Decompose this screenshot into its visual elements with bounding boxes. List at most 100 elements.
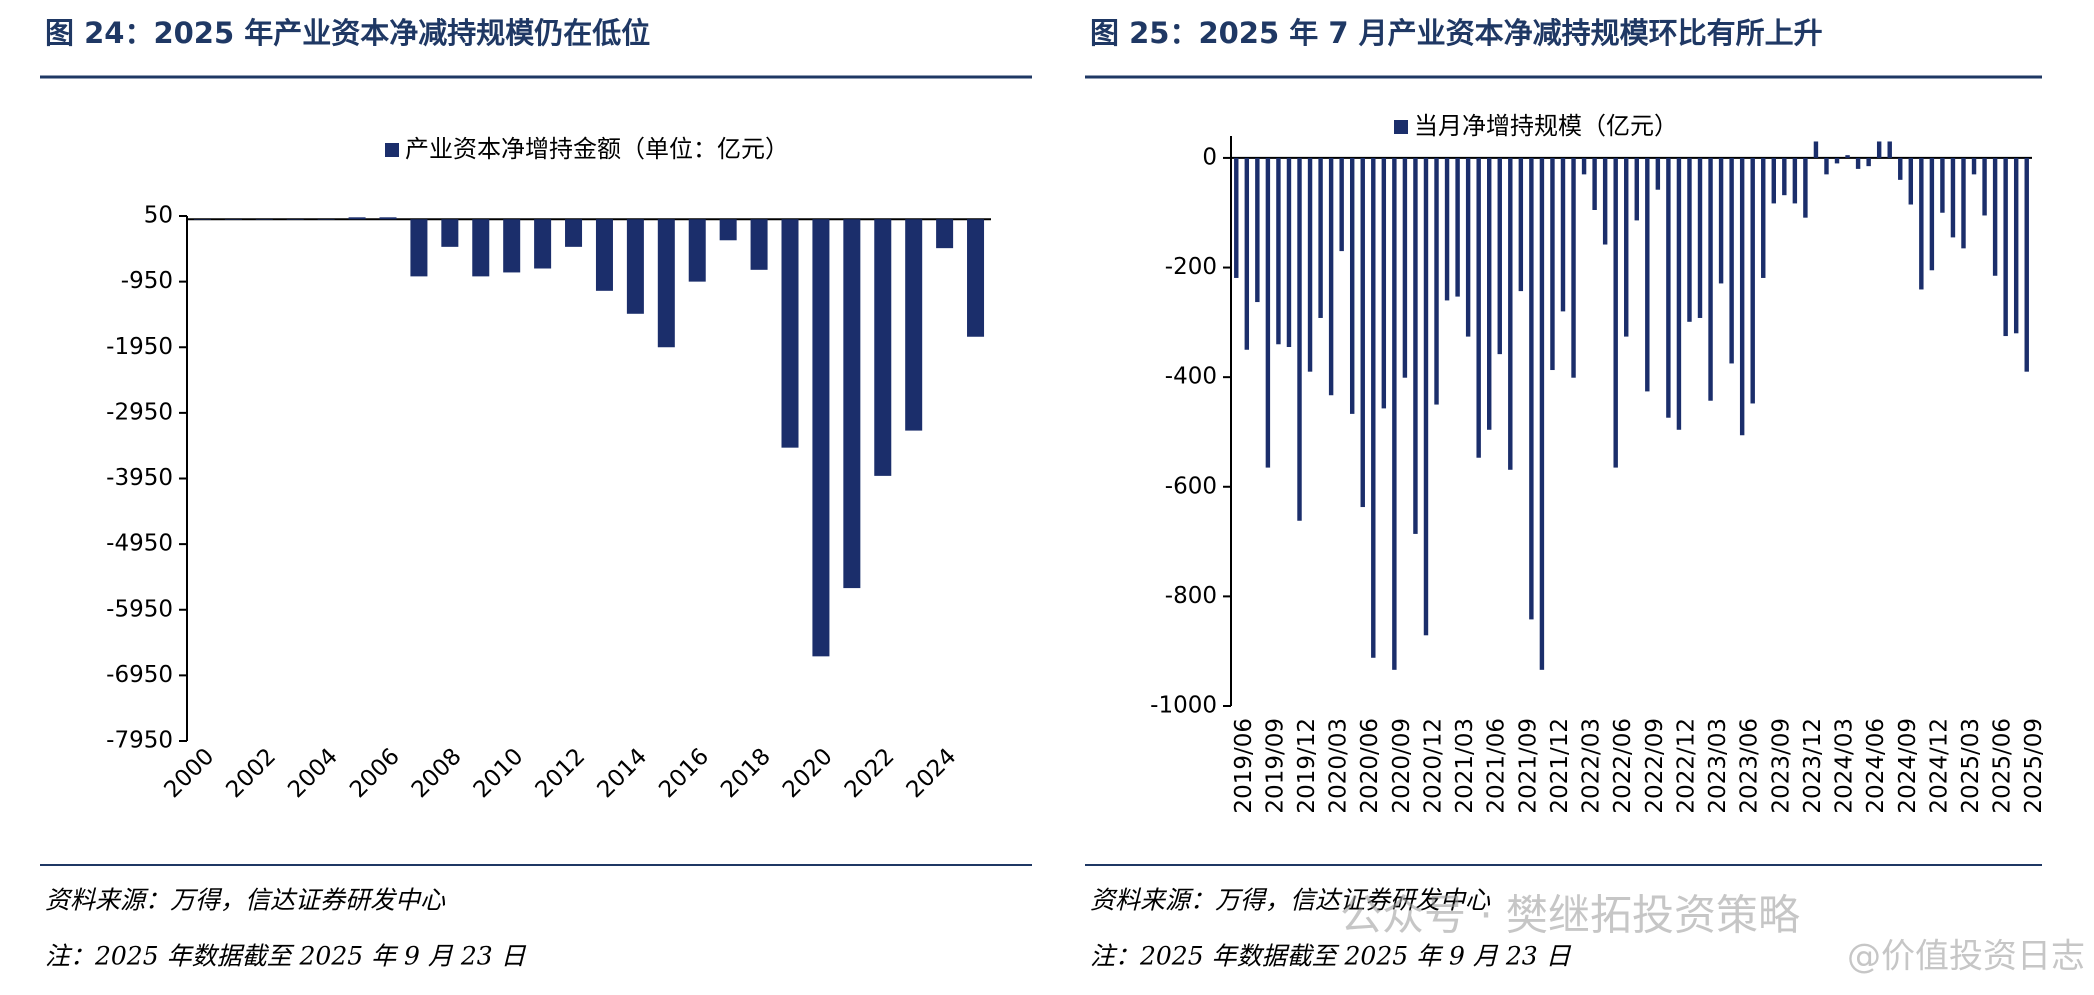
bar <box>1328 157 1334 396</box>
bar <box>1803 157 1808 218</box>
y-tick-label: 50 <box>144 203 173 229</box>
bar <box>1360 157 1365 508</box>
chart-title: 图 25：2025 年 7 月产业资本净减持规模环比有所上升 <box>1090 16 1823 50</box>
y-tick-label: -1000 <box>1150 693 1217 719</box>
bar <box>379 217 397 220</box>
bar <box>1834 157 1840 164</box>
bar <box>1950 157 1956 238</box>
bar <box>1307 157 1313 372</box>
bar <box>1687 157 1692 322</box>
bar <box>1813 141 1819 158</box>
y-tick-label: -2950 <box>106 399 173 425</box>
x-tick-label: 2022/12 <box>1673 718 1699 814</box>
bar <box>1771 157 1776 204</box>
bar <box>193 219 211 220</box>
bar <box>1276 157 1281 345</box>
bar <box>1876 141 1882 158</box>
bar <box>1349 157 1355 414</box>
x-tick-label: 2008 <box>407 743 467 803</box>
bar <box>1434 157 1439 405</box>
x-tick-label: 2022/03 <box>1579 718 1605 814</box>
bar <box>812 219 830 657</box>
bar <box>905 219 923 431</box>
x-tick-label: 2020 <box>778 743 838 803</box>
bar <box>1550 157 1555 371</box>
bar <box>1286 157 1292 348</box>
bar <box>1676 157 1682 430</box>
bar <box>1255 157 1260 303</box>
bar <box>286 219 304 220</box>
bar <box>1645 157 1650 392</box>
bar <box>1539 157 1545 670</box>
x-tick-label: 2021/03 <box>1452 718 1478 814</box>
bar <box>936 219 954 249</box>
x-tick-label: 2019/12 <box>1294 718 1320 814</box>
x-tick-label: 2023/12 <box>1800 718 1826 814</box>
bar <box>1487 157 1492 430</box>
x-tick-label: 2022/06 <box>1610 718 1636 814</box>
y-tick-label: -6950 <box>106 662 173 688</box>
y-tick-label: -950 <box>121 268 173 294</box>
bar <box>2024 157 2029 372</box>
bar <box>1402 157 1408 378</box>
bar <box>565 219 583 247</box>
x-tick-label: 2024/06 <box>1863 718 1889 814</box>
source: 资料来源：万得，信达证券研发中心 <box>1090 886 1491 915</box>
bar <box>1371 157 1376 658</box>
bar <box>1234 157 1239 278</box>
x-tick-label: 2025/09 <box>2021 718 2047 814</box>
y-tick-label: -1950 <box>106 334 173 360</box>
x-tick-label: 2025/03 <box>1958 718 1984 814</box>
x-tick-label: 2020/06 <box>1357 718 1383 814</box>
bar <box>1265 157 1271 468</box>
x-tick-label: 2023/06 <box>1737 718 1763 814</box>
bar <box>1518 157 1524 292</box>
y-tick-label: -3950 <box>106 465 173 491</box>
bar <box>1708 157 1713 401</box>
bar <box>1866 157 1871 167</box>
bar <box>1613 157 1618 468</box>
bar <box>1634 157 1639 221</box>
x-tick-label: 2019/09 <box>1262 718 1288 814</box>
bar <box>1318 157 1323 318</box>
bar <box>1729 157 1734 364</box>
bar <box>750 219 768 270</box>
x-tick-label: 2016 <box>654 743 714 803</box>
bar <box>1782 157 1787 196</box>
x-tick-label: 2023/09 <box>1768 718 1794 814</box>
x-tick-label: 2012 <box>531 743 591 803</box>
x-tick-label: 2023/03 <box>1705 718 1731 814</box>
x-tick-label: 2024/12 <box>1926 718 1952 814</box>
x-tick-label: 2006 <box>345 743 405 803</box>
y-tick-label: -600 <box>1165 473 1217 499</box>
bar <box>967 219 985 337</box>
bar <box>1465 157 1471 337</box>
bar <box>1908 157 1914 205</box>
bar <box>1297 157 1302 521</box>
bar <box>503 219 521 273</box>
bar <box>1845 155 1850 158</box>
bar <box>1508 157 1513 470</box>
bar <box>1624 157 1629 337</box>
bar <box>472 219 490 277</box>
bar <box>1898 157 1903 180</box>
x-tick-label: 2024 <box>902 743 962 803</box>
bar <box>1792 157 1798 204</box>
bar <box>874 219 892 476</box>
bar <box>1961 157 1966 249</box>
bar <box>255 219 273 220</box>
bar <box>1571 157 1576 378</box>
bar <box>1455 157 1460 297</box>
legend-label: 产业资本净增持金额（单位：亿元） <box>405 135 789 163</box>
watermark: 公众号 · 樊继拓投资策略 <box>1340 891 1800 940</box>
y-tick-label: -800 <box>1165 583 1217 609</box>
x-tick-label: 2021/09 <box>1515 718 1541 814</box>
bar <box>1413 157 1418 534</box>
x-tick-label: 2004 <box>283 743 343 803</box>
bar <box>595 219 613 291</box>
note: 注：2025 年数据截至 2025 年 9 月 23 日 <box>1090 942 1572 971</box>
x-tick-label: 2022 <box>840 743 900 803</box>
bar <box>781 219 799 448</box>
bar <box>688 219 706 282</box>
x-tick-label: 2010 <box>469 743 529 803</box>
